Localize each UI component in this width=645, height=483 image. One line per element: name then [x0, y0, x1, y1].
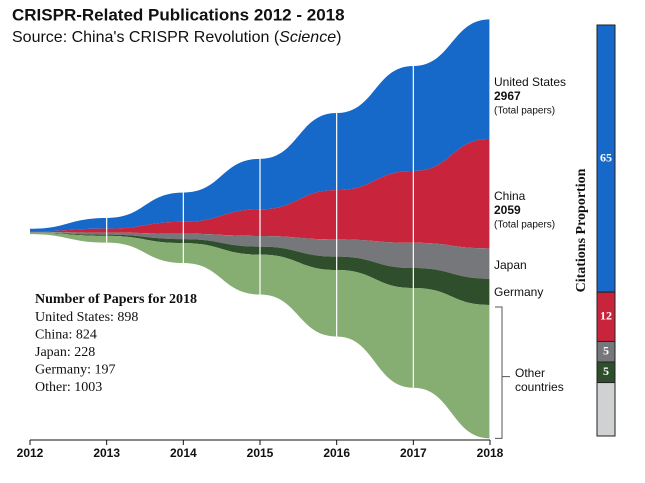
x-tick-label: 2014	[170, 446, 197, 460]
x-tick-label: 2015	[247, 446, 274, 460]
series-label: United States	[494, 75, 566, 89]
value-label: 5	[603, 364, 609, 378]
x-tick-label: 2018	[477, 446, 504, 460]
note-line: Other: 1003	[35, 380, 102, 395]
chart-title: CRISPR-Related Publications 2012 - 2018	[12, 5, 345, 24]
stream-area	[30, 138, 490, 249]
stream-area	[30, 232, 490, 439]
note-line: Japan: 228	[35, 345, 95, 360]
subtitle-part: Science	[279, 29, 336, 46]
series-label: Japan	[494, 258, 527, 272]
series-total: 2059	[494, 203, 521, 217]
stream-area	[30, 232, 490, 279]
x-tick-label: 2016	[323, 446, 350, 460]
note-title: Number of Papers for 2018	[35, 292, 197, 307]
total-label: (Total papers)	[494, 220, 555, 231]
value-label: 65	[600, 150, 612, 164]
bar-segment	[596, 382, 616, 437]
bracket	[495, 306, 510, 439]
series-label: Germany	[494, 285, 543, 299]
series-label: Other countries	[515, 366, 564, 394]
x-tick-label: 2017	[400, 446, 427, 460]
x-tick-label: 2012	[17, 446, 44, 460]
note-line: China: 824	[35, 328, 97, 343]
subtitle: Source: China's CRISPR Revolution (Scien…	[12, 29, 341, 46]
subtitle-part: Source: China's CRISPR Revolution (	[12, 29, 280, 46]
series-label: China	[494, 189, 526, 203]
note-line: Germany: 197	[35, 363, 115, 378]
total-label: (Total papers)	[494, 106, 555, 117]
stream-area	[30, 19, 490, 232]
x-tick-label: 2013	[93, 446, 120, 460]
y-axis-label: Citations Proportion	[574, 168, 589, 292]
value-label: 5	[603, 343, 609, 357]
subtitle-part: )	[336, 29, 341, 46]
value-label: 12	[600, 309, 612, 323]
series-total: 2967	[494, 89, 521, 103]
note-line: United States: 898	[35, 310, 138, 325]
